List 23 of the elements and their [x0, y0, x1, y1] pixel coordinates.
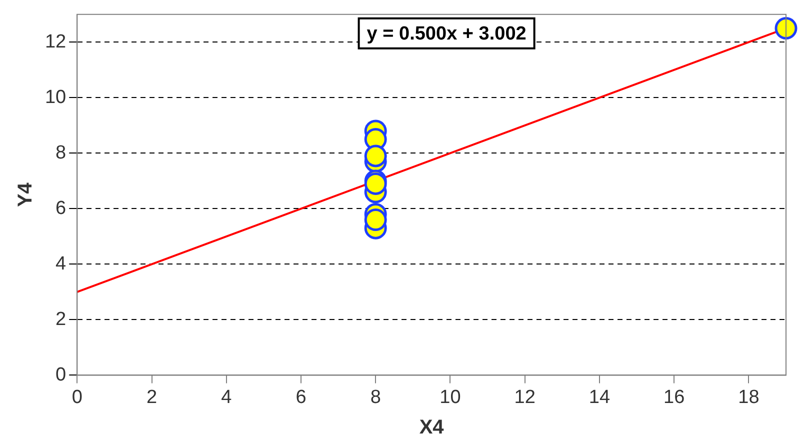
y-tick-label: 12	[44, 31, 66, 52]
y-tick-label: 2	[56, 308, 66, 330]
x-tick-label: 14	[588, 386, 610, 408]
x-tick-label: 10	[440, 386, 461, 408]
point	[364, 208, 387, 232]
y-tick-label: 0	[56, 364, 66, 386]
annotation: y = 0.500x + 3.002	[366, 24, 526, 45]
x-tick-label: 4	[221, 386, 232, 408]
x-tick-label: 2	[146, 386, 158, 408]
y-axis-title: Y4	[14, 182, 37, 208]
x-axis-title: X4	[419, 416, 445, 439]
x-tick-label: 18	[738, 386, 760, 408]
y-tick-label: 8	[56, 142, 66, 164]
x-tick-label: 6	[296, 386, 306, 408]
y-tick-label: 10	[44, 86, 66, 108]
x-tick-label: 8	[370, 386, 381, 408]
y-tick-label: 6	[56, 198, 66, 219]
point	[364, 144, 387, 168]
x-tick-label: 16	[664, 386, 685, 408]
x-tick-label: 12	[514, 386, 536, 408]
x-tick-label: 0	[72, 386, 82, 408]
point	[774, 17, 798, 40]
y-tick-label: 4	[56, 253, 67, 274]
